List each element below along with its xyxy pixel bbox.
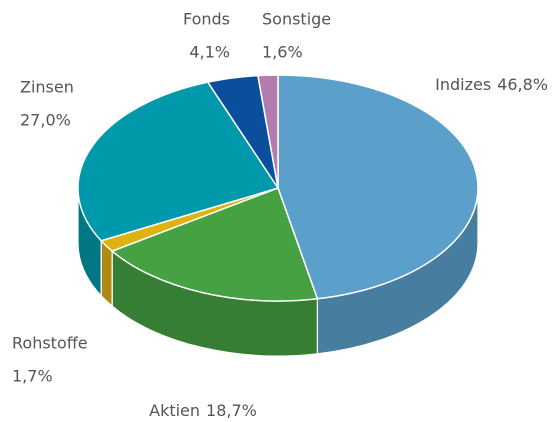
- slice: [77, 81, 280, 242]
- value-label: 27,0%: [20, 111, 71, 130]
- category-label: Sonstige: [262, 10, 331, 29]
- slice-label: Indizes 46,8%: [435, 75, 548, 94]
- category-label: Zinsen: [20, 78, 74, 97]
- slice: [277, 74, 479, 300]
- category-label: Indizes: [435, 75, 491, 94]
- slice: [110, 187, 319, 302]
- slice-label: Aktien 18,7%: [149, 401, 257, 420]
- value-label: 18,7%: [206, 401, 257, 420]
- category-label: Aktien: [149, 401, 200, 420]
- value-label: 46,8%: [497, 75, 548, 94]
- value-label: 4,1%: [189, 43, 230, 62]
- category-label: Rohstoffe: [12, 334, 88, 353]
- value-label: 1,6%: [262, 43, 303, 62]
- category-label: Fonds: [183, 10, 230, 29]
- slice: [257, 74, 279, 189]
- value-label: 1,7%: [12, 367, 53, 386]
